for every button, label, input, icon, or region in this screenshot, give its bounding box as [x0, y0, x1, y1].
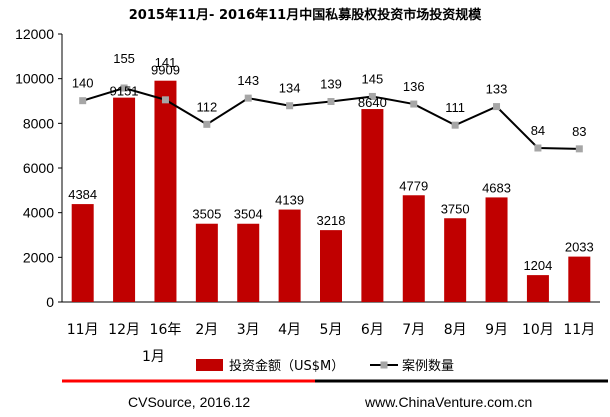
legend-line-label: 案例数量 [402, 359, 454, 374]
bar-value-label: 3750 [441, 201, 470, 216]
bar-value-label: 1204 [523, 258, 552, 273]
line-value-label: 145 [362, 71, 384, 86]
y-tick-label: 12000 [15, 26, 54, 42]
y-tick-label: 6000 [23, 160, 54, 176]
line-marker [493, 103, 501, 111]
y-tick-label: 0 [46, 294, 54, 310]
x-tick-label: 3月 [237, 322, 260, 338]
x-tick-label: 7月 [402, 322, 425, 338]
bar-value-label: 4139 [275, 193, 304, 208]
bar-value-label: 2033 [565, 240, 594, 255]
x-tick-label: 11月 [563, 322, 595, 338]
line-marker [79, 97, 87, 105]
bar [278, 209, 301, 302]
x-tick-label: 2月 [195, 322, 218, 338]
bar-value-label: 9151 [110, 84, 139, 99]
line-marker [451, 121, 459, 129]
bar-value-label: 3218 [317, 213, 346, 228]
bar [195, 223, 218, 302]
legend-line-marker [380, 361, 388, 369]
x-tick-label: 10月 [522, 322, 554, 338]
line-marker [203, 120, 211, 128]
line-value-label: 136 [403, 79, 425, 94]
bar-series [71, 80, 591, 302]
bar-value-label: 3505 [192, 207, 221, 222]
bar-value-label: 4779 [399, 178, 428, 193]
data-labels: 4384 9151 9909 3505 3504 4139 3218 8640 4779 3750… [68, 51, 594, 273]
source-note: CVSource, 2016.12 [128, 394, 250, 410]
line-value-label: 133 [486, 82, 508, 97]
y-tick-label: 4000 [23, 205, 54, 221]
line-marker [161, 96, 169, 104]
bar-value-label: 9909 [151, 63, 180, 78]
line-value-label: 84 [531, 123, 545, 138]
line-value-label: 141 [155, 55, 177, 70]
line-value-label: 83 [572, 124, 586, 139]
x-tick-label: 9月 [485, 322, 508, 338]
line-marker [244, 94, 252, 102]
bar-value-label: 4683 [482, 180, 511, 195]
x-tick-label: 12月 [108, 322, 140, 338]
line-marker [120, 84, 128, 92]
bar [444, 218, 467, 302]
line-marker [410, 100, 418, 108]
bar [320, 230, 342, 302]
line-series [79, 84, 583, 153]
legend-bar-label: 投资金额（US$M） [229, 358, 344, 374]
line-marker [575, 145, 583, 153]
bar-value-label: 8640 [358, 95, 387, 110]
bar [402, 195, 425, 302]
line-value-label: 143 [237, 73, 259, 88]
x-tick-label: 5月 [320, 322, 343, 338]
line-value-label: 140 [72, 76, 94, 91]
line-value-label: 112 [196, 99, 217, 114]
bar [113, 97, 136, 302]
line-marker [286, 102, 294, 110]
legend: 投资金额（US$M） 案例数量 [196, 358, 454, 374]
bar-value-label: 4384 [68, 187, 97, 202]
bar-value-label: 3504 [234, 207, 263, 222]
bar [526, 275, 549, 302]
footer: CVSource, 2016.12 www.ChinaVenture.com.c… [62, 379, 608, 410]
y-tick-label: 10000 [15, 71, 54, 87]
x-tick-label: 8月 [444, 322, 467, 338]
bar [237, 223, 260, 302]
line-marker [368, 92, 376, 100]
line-value-label: 134 [279, 81, 301, 96]
x-tick-label: 16年 1月 [142, 322, 181, 365]
bar [568, 256, 591, 302]
line-marker [327, 98, 335, 106]
bar [361, 109, 384, 302]
bar [154, 80, 177, 302]
chart-title: 2015年11月- 2016年11月中国私募股权投资市场投资规模 [129, 7, 482, 23]
y-tick-label: 2000 [23, 249, 54, 265]
website-url: www.ChinaVenture.com.cn [364, 394, 532, 410]
line-marker [534, 144, 542, 152]
y-tick-label: 8000 [23, 115, 54, 131]
axes: 0 2000 4000 6000 8000 10000 12000 11月 12月 16年 1月 2月… [15, 26, 600, 365]
bar [485, 197, 508, 302]
x-tick-label: 11月 [67, 322, 99, 338]
line-value-label: 139 [320, 77, 342, 92]
x-tick-label: 4月 [278, 322, 301, 338]
x-tick-label: 6月 [361, 322, 384, 338]
line-value-label: 111 [445, 100, 465, 115]
legend-bar-swatch [196, 359, 223, 371]
bar [71, 204, 94, 302]
line-value-label: 155 [113, 51, 135, 66]
